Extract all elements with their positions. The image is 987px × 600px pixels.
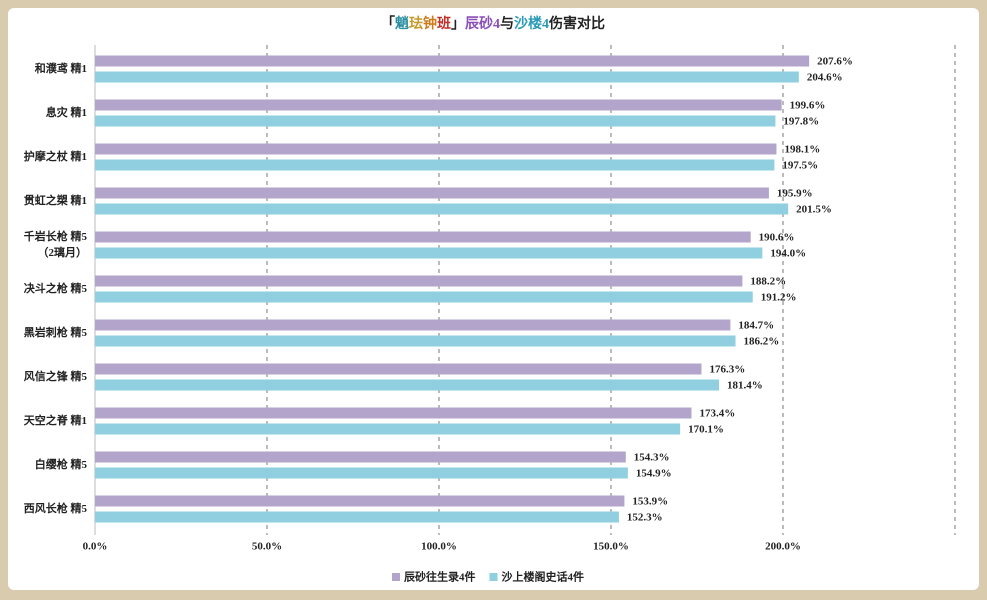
bar: [95, 335, 736, 347]
legend-swatch: [489, 573, 498, 581]
bar: [95, 203, 789, 215]
category-label: 西风长枪 精5: [23, 503, 87, 515]
bar: [95, 363, 702, 375]
title-part: 「: [381, 15, 395, 32]
title-part: 魈: [395, 15, 409, 32]
value-label: 207.6%: [817, 56, 853, 68]
title-part: 钟: [423, 15, 437, 32]
category-label: 贯虹之槊 精1: [23, 195, 87, 207]
value-label: 204.6%: [807, 72, 843, 84]
title-part: 与: [500, 16, 514, 32]
bar: [95, 115, 776, 127]
bar: [95, 71, 799, 83]
bar: [95, 275, 743, 287]
value-label: 199.6%: [790, 100, 826, 112]
value-label: 194.0%: [770, 248, 806, 260]
bar: [95, 291, 753, 303]
x-tick-label: 100.0%: [421, 541, 457, 553]
value-label: 198.1%: [784, 144, 820, 156]
bar: [95, 99, 782, 111]
bar: [95, 187, 769, 199]
bar: [95, 55, 810, 67]
value-label: 197.8%: [783, 116, 819, 128]
value-label: 186.2%: [744, 336, 780, 348]
bar: [95, 423, 681, 435]
legend-label: 辰砂往生录4件: [404, 570, 476, 584]
bar: [95, 319, 731, 331]
value-label: 154.3%: [634, 452, 670, 464]
value-label: 184.7%: [738, 320, 774, 332]
value-label: 170.1%: [688, 424, 724, 436]
category-label: 风信之锋 精5: [23, 371, 87, 383]
category-label: 护摩之杖 精1: [23, 151, 87, 163]
x-tick-label: 200.0%: [765, 541, 801, 553]
bar: [95, 495, 625, 507]
category-label: 白缨枪 精5: [34, 459, 87, 471]
title-part: 班: [437, 15, 451, 32]
bar: [95, 247, 763, 259]
category-label: 决斗之枪 精5: [23, 283, 87, 295]
category-label: 息灾 精1: [45, 107, 87, 119]
x-tick-label: 150.0%: [593, 541, 629, 553]
x-tick-label: 0.0%: [83, 541, 108, 553]
title-part: 珐: [409, 15, 423, 32]
category-label: 千岩长枪 精5 （2璃月）: [23, 231, 87, 259]
value-label: 197.5%: [782, 160, 818, 172]
bar: [95, 451, 626, 463]
bar: [95, 159, 775, 171]
value-label: 195.9%: [777, 188, 813, 200]
chart-title: 「魈珐钟班」辰砂4与沙楼4伤害对比: [381, 15, 605, 32]
legend-swatch: [392, 573, 400, 581]
legend-label: 沙上楼阁史话4件: [502, 570, 585, 584]
x-tick-label: 50.0%: [252, 541, 282, 553]
value-label: 201.5%: [796, 204, 832, 216]
category-label: 天空之脊 精1: [23, 415, 87, 427]
value-label: 152.3%: [627, 512, 663, 524]
category-label: 黑岩刺枪 精5: [23, 327, 87, 339]
bar: [95, 143, 777, 155]
bar: [95, 407, 692, 419]
value-label: 153.9%: [632, 496, 668, 508]
bar: [95, 467, 628, 479]
value-label: 154.9%: [636, 468, 672, 480]
bar: [95, 231, 751, 243]
value-label: 190.6%: [759, 232, 795, 244]
title-part: 」: [451, 17, 465, 32]
value-label: 188.2%: [750, 276, 786, 288]
value-label: 176.3%: [709, 364, 745, 376]
category-label: 和濮鸢 精1: [34, 63, 87, 75]
title-part: 沙楼4: [514, 15, 549, 32]
bar: [95, 511, 619, 523]
title-part: 伤害对比: [548, 15, 605, 32]
value-label: 191.2%: [761, 292, 797, 304]
value-label: 181.4%: [727, 380, 763, 392]
bar: [95, 379, 720, 391]
value-label: 173.4%: [699, 408, 735, 420]
title-part: 辰砂4: [465, 15, 500, 32]
